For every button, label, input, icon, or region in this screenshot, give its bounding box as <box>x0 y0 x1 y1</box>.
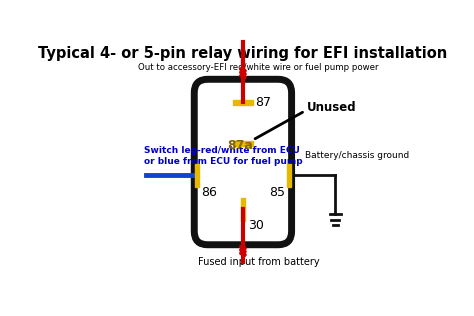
Text: Switch leg-red/white from ECU
or blue from ECU for fuel pump: Switch leg-red/white from ECU or blue fr… <box>145 146 303 166</box>
Text: Fused input from battery: Fused input from battery <box>198 257 319 267</box>
Text: 87a: 87a <box>227 139 253 152</box>
Bar <box>233 100 253 105</box>
Bar <box>233 141 253 146</box>
Bar <box>241 198 245 221</box>
Bar <box>287 164 292 187</box>
Text: Typical 4- or 5-pin relay wiring for EFI installation: Typical 4- or 5-pin relay wiring for EFI… <box>38 46 447 61</box>
Text: 30: 30 <box>248 219 264 232</box>
Text: Out to accessory-EFI red/white wire or fuel pump power: Out to accessory-EFI red/white wire or f… <box>138 64 379 72</box>
Bar <box>194 164 199 187</box>
Text: Battery/chassis ground: Battery/chassis ground <box>305 151 409 161</box>
Text: Unused: Unused <box>307 101 356 114</box>
Text: 87: 87 <box>255 96 272 109</box>
Text: 86: 86 <box>201 186 217 199</box>
FancyBboxPatch shape <box>194 79 292 245</box>
Text: 85: 85 <box>270 186 285 199</box>
